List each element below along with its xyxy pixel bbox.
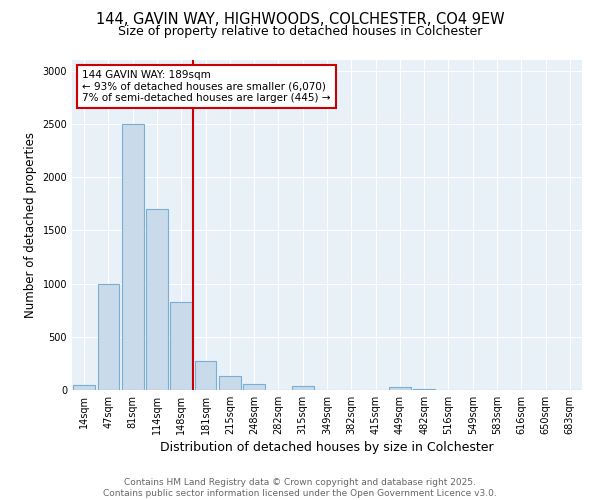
Bar <box>389 387 411 390</box>
Text: 144, GAVIN WAY, HIGHWOODS, COLCHESTER, CO4 9EW: 144, GAVIN WAY, HIGHWOODS, COLCHESTER, C… <box>95 12 505 28</box>
X-axis label: Distribution of detached houses by size in Colchester: Distribution of detached houses by size … <box>160 441 494 454</box>
Text: 144 GAVIN WAY: 189sqm
← 93% of detached houses are smaller (6,070)
7% of semi-de: 144 GAVIN WAY: 189sqm ← 93% of detached … <box>82 70 331 103</box>
Text: Size of property relative to detached houses in Colchester: Size of property relative to detached ho… <box>118 25 482 38</box>
Bar <box>243 384 265 390</box>
Text: Contains HM Land Registry data © Crown copyright and database right 2025.
Contai: Contains HM Land Registry data © Crown c… <box>103 478 497 498</box>
Bar <box>73 384 95 390</box>
Bar <box>194 362 217 390</box>
Bar <box>292 386 314 390</box>
Bar <box>170 302 192 390</box>
Bar <box>97 284 119 390</box>
Bar <box>146 209 168 390</box>
Bar <box>122 124 143 390</box>
Bar <box>219 376 241 390</box>
Y-axis label: Number of detached properties: Number of detached properties <box>24 132 37 318</box>
